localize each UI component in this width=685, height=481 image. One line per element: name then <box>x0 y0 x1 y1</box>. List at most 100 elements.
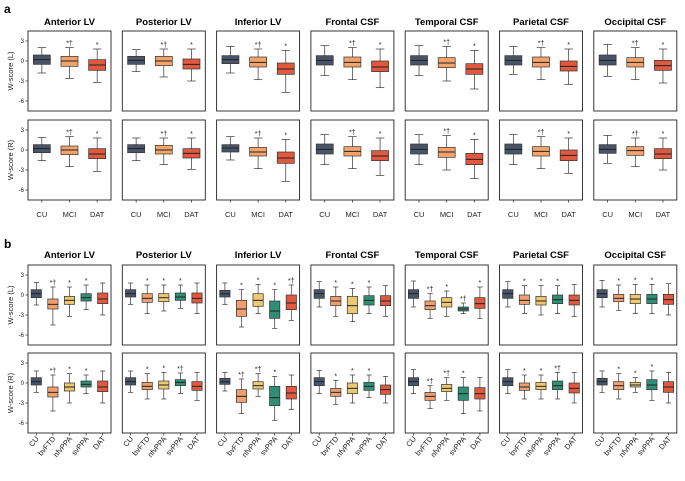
subplot: * * * <box>593 264 678 346</box>
box-body <box>236 299 247 317</box>
x-tick-label: CU <box>593 435 607 449</box>
significance-marker: * <box>651 277 654 284</box>
y-tick-label: -3 <box>19 313 25 319</box>
region-title: Posterior LV <box>136 250 192 261</box>
box-DAT <box>97 370 109 404</box>
box-bvFTD: * <box>518 279 530 315</box>
box-CU <box>596 370 608 393</box>
significance-marker: * <box>146 278 149 285</box>
box-body <box>346 295 358 315</box>
box-CU <box>504 134 523 166</box>
subplot: *† * CU MCI DAT <box>121 119 206 219</box>
box-DAT: * <box>88 42 107 83</box>
box-body <box>269 300 281 319</box>
x-tick-label: DAT <box>184 210 199 219</box>
box-MCI: *† <box>532 41 550 81</box>
box-svPPA: * <box>80 278 92 311</box>
box-MCI: *† <box>343 130 362 170</box>
box-svPPA: * <box>269 369 281 421</box>
box-body <box>97 292 109 305</box>
box-CU <box>504 45 523 75</box>
box-DAT: * <box>276 132 295 182</box>
region-title: Parietal CSF <box>513 250 569 261</box>
significance-marker: * <box>567 131 570 138</box>
box-bvFTD: *† <box>47 368 59 412</box>
region-title: Frontal CSF <box>325 250 379 261</box>
box-MCI: *† <box>532 130 550 170</box>
subplot: *† * <box>499 30 583 112</box>
x-tick-label: DAT <box>561 210 576 219</box>
x-tick-label: svPPA <box>258 435 279 458</box>
significance-marker: * <box>240 283 243 290</box>
box-nfvPPA: * <box>64 367 75 404</box>
y-tick-label: 0 <box>21 59 25 65</box>
box-CU <box>313 281 325 308</box>
box-body <box>285 294 297 311</box>
significance-marker: *† <box>50 368 57 375</box>
y-tick-label: -6 <box>19 333 25 339</box>
region-title: Posterior LV <box>136 17 192 28</box>
box-CU <box>596 279 608 308</box>
box-bvFTD: *† <box>236 372 247 415</box>
box-CU <box>125 370 137 393</box>
box-bvFTD: * <box>518 368 530 400</box>
box-nfvPPA: *† <box>252 367 264 397</box>
box-svPPA: * <box>80 368 92 395</box>
x-tick-label: DAT <box>90 210 105 219</box>
subplot: *† * CU MCI DAT <box>593 119 678 219</box>
box-CU <box>32 47 51 74</box>
significance-marker: * <box>162 278 165 285</box>
box-CU <box>127 49 145 73</box>
box-MCI: *† <box>343 41 362 81</box>
significance-marker: *† <box>538 41 545 48</box>
box-DAT: * <box>371 42 389 89</box>
box-DAT: * <box>474 280 486 319</box>
significance-marker: * <box>634 371 637 378</box>
box-DAT <box>285 374 297 411</box>
box-DAT: * <box>371 131 389 176</box>
significance-marker: * <box>651 364 654 371</box>
significance-marker: * <box>523 368 526 375</box>
box-DAT <box>380 375 392 404</box>
x-tick-label: CU <box>310 435 324 449</box>
box-svPPA: * <box>269 283 281 329</box>
box-body <box>474 297 486 309</box>
significance-marker: *† <box>554 365 561 372</box>
box-DAT: * <box>465 43 484 90</box>
x-tick-label: MCI <box>534 210 548 219</box>
box-DAT: * <box>654 42 672 84</box>
box-svPPA: * <box>174 278 186 309</box>
significance-marker: * <box>68 280 71 287</box>
box-CU <box>408 369 419 395</box>
box-nfvPPA: * <box>64 280 75 317</box>
x-tick-label: CU <box>36 210 47 219</box>
x-tick-label: DAT <box>657 434 673 451</box>
significance-marker: * <box>379 42 382 49</box>
y-axis-label: W-score (L) <box>6 51 15 91</box>
box-CU <box>30 281 42 306</box>
x-tick-label: DAT <box>656 210 671 219</box>
significance-marker: * <box>351 281 354 288</box>
significance-marker: * <box>273 283 276 290</box>
subplot: *† * CU MCI DAT <box>310 119 395 219</box>
significance-marker: * <box>445 284 448 291</box>
box-DAT: * <box>465 132 484 180</box>
significance-marker: * <box>379 131 382 138</box>
y-tick-label: -6 <box>19 188 25 194</box>
box-nfvPPA: * <box>441 284 453 317</box>
x-tick-label: DAT <box>91 434 107 451</box>
box-CU <box>315 45 334 77</box>
x-tick-label: CU <box>319 210 330 219</box>
region-title: Parietal CSF <box>513 17 569 28</box>
box-DAT <box>191 282 203 315</box>
significance-marker: * <box>334 280 337 287</box>
x-tick-label: MCI <box>63 210 77 219</box>
region-title: Anterior LV <box>44 17 96 28</box>
x-tick-label: MCI <box>440 210 454 219</box>
significance-marker: * <box>284 43 287 50</box>
box-DAT <box>663 371 674 404</box>
box-MCI: *† <box>60 130 79 168</box>
x-tick-label: svPPA <box>541 435 562 458</box>
